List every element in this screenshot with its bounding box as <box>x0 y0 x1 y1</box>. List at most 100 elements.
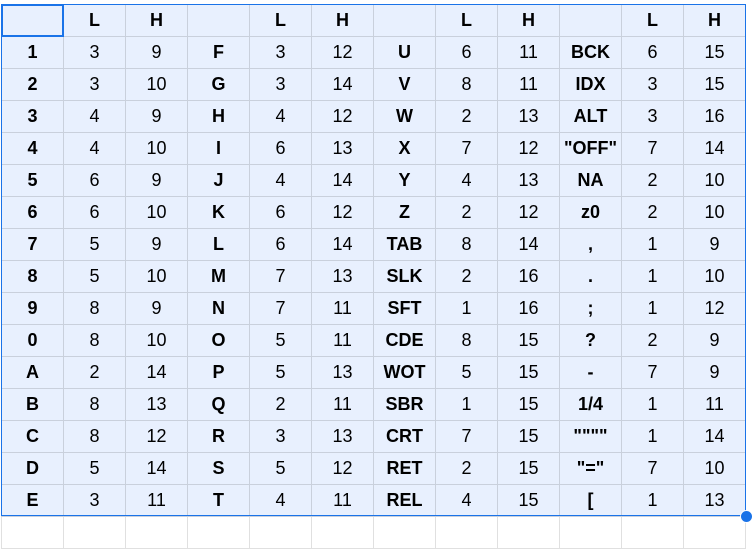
fill-handle[interactable] <box>740 510 753 523</box>
cell[interactable]: W <box>373 100 436 133</box>
cell[interactable]: 11 <box>125 484 188 517</box>
empty-cell[interactable] <box>497 516 560 549</box>
cell[interactable]: A <box>1 356 64 389</box>
cell[interactable]: L <box>621 4 684 37</box>
cell[interactable]: 6 <box>249 132 312 165</box>
cell[interactable]: 5 <box>249 356 312 389</box>
cell[interactable]: 5 <box>435 356 498 389</box>
cell[interactable]: z0 <box>559 196 622 229</box>
cell[interactable]: 15 <box>497 388 560 421</box>
cell[interactable]: 15 <box>497 356 560 389</box>
cell[interactable]: 14 <box>683 420 746 453</box>
cell[interactable]: 1 <box>621 420 684 453</box>
cell[interactable]: 11 <box>311 388 374 421</box>
cell[interactable]: 9 <box>683 228 746 261</box>
cell[interactable]: "=" <box>559 452 622 485</box>
cell[interactable]: 3 <box>249 36 312 69</box>
cell[interactable]: H <box>311 4 374 37</box>
cell[interactable]: 4 <box>63 132 126 165</box>
cell[interactable]: 1 <box>435 292 498 325</box>
cell[interactable]: 10 <box>683 260 746 293</box>
cell[interactable]: 8 <box>63 292 126 325</box>
cell[interactable]: 8 <box>435 324 498 357</box>
cell[interactable]: 10 <box>125 68 188 101</box>
empty-cell[interactable] <box>1 516 64 549</box>
cell[interactable]: M <box>187 260 250 293</box>
cell[interactable]: 7 <box>621 132 684 165</box>
cell[interactable]: 12 <box>497 132 560 165</box>
cell[interactable]: 9 <box>125 292 188 325</box>
cell[interactable]: 11 <box>311 324 374 357</box>
cell[interactable]: 14 <box>311 68 374 101</box>
cell[interactable]: 13 <box>497 164 560 197</box>
cell[interactable]: 4 <box>1 132 64 165</box>
cell[interactable]: 6 <box>63 164 126 197</box>
cell[interactable]: 4 <box>435 164 498 197</box>
cell[interactable]: 1/4 <box>559 388 622 421</box>
cell[interactable]: SBR <box>373 388 436 421</box>
cell[interactable]: 3 <box>63 36 126 69</box>
cell[interactable]: L <box>249 4 312 37</box>
cell[interactable] <box>187 4 250 37</box>
cell[interactable]: 11 <box>311 484 374 517</box>
cell[interactable]: 10 <box>125 132 188 165</box>
cell[interactable]: """" <box>559 420 622 453</box>
empty-cell[interactable] <box>311 516 374 549</box>
cell[interactable]: 7 <box>249 260 312 293</box>
empty-cell[interactable] <box>373 516 436 549</box>
cell[interactable]: CRT <box>373 420 436 453</box>
cell[interactable]: S <box>187 452 250 485</box>
cell[interactable]: 10 <box>125 196 188 229</box>
cell[interactable]: . <box>559 260 622 293</box>
cell[interactable]: 2 <box>435 260 498 293</box>
cell[interactable]: T <box>187 484 250 517</box>
cell[interactable]: 11 <box>311 292 374 325</box>
cell[interactable]: 13 <box>683 484 746 517</box>
cell[interactable]: 13 <box>311 132 374 165</box>
cell[interactable]: 11 <box>683 388 746 421</box>
cell[interactable]: Q <box>187 388 250 421</box>
cell[interactable]: 2 <box>435 100 498 133</box>
cell[interactable]: 6 <box>621 36 684 69</box>
cell[interactable]: L <box>63 4 126 37</box>
cell[interactable]: 14 <box>311 228 374 261</box>
cell[interactable]: 1 <box>621 292 684 325</box>
cell[interactable]: IDX <box>559 68 622 101</box>
cell[interactable]: 7 <box>621 452 684 485</box>
cell[interactable]: 5 <box>63 228 126 261</box>
cell[interactable]: H <box>683 4 746 37</box>
cell[interactable]: 16 <box>683 100 746 133</box>
cell[interactable]: G <box>187 68 250 101</box>
cell[interactable] <box>559 4 622 37</box>
cell[interactable]: 2 <box>249 388 312 421</box>
cell[interactable]: 9 <box>125 36 188 69</box>
cell[interactable]: R <box>187 420 250 453</box>
cell[interactable]: Z <box>373 196 436 229</box>
cell[interactable]: 4 <box>63 100 126 133</box>
empty-cell[interactable] <box>125 516 188 549</box>
cell[interactable]: 12 <box>311 100 374 133</box>
cell[interactable]: 6 <box>1 196 64 229</box>
cell[interactable]: 1 <box>1 36 64 69</box>
cell[interactable]: 4 <box>249 100 312 133</box>
cell[interactable]: 10 <box>125 260 188 293</box>
cell[interactable]: 16 <box>497 292 560 325</box>
cell[interactable]: 11 <box>497 68 560 101</box>
cell[interactable]: 7 <box>435 132 498 165</box>
cell[interactable]: 14 <box>497 228 560 261</box>
cell[interactable]: 15 <box>497 324 560 357</box>
cell[interactable]: , <box>559 228 622 261</box>
cell[interactable]: C <box>1 420 64 453</box>
cell[interactable]: X <box>373 132 436 165</box>
cell[interactable]: 4 <box>435 484 498 517</box>
cell[interactable]: 9 <box>1 292 64 325</box>
cell[interactable]: 13 <box>311 356 374 389</box>
cell[interactable]: 14 <box>311 164 374 197</box>
cell[interactable]: B <box>1 388 64 421</box>
cell[interactable]: 6 <box>63 196 126 229</box>
cell[interactable]: 15 <box>497 452 560 485</box>
empty-cell[interactable] <box>187 516 250 549</box>
cell[interactable]: 8 <box>63 388 126 421</box>
cell[interactable]: CDE <box>373 324 436 357</box>
cell[interactable]: 0 <box>1 324 64 357</box>
